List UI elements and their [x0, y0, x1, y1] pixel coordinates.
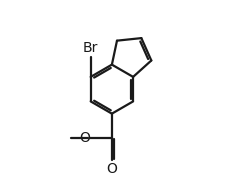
Text: O: O [106, 162, 117, 176]
Text: Br: Br [83, 41, 98, 56]
Text: O: O [79, 131, 90, 145]
